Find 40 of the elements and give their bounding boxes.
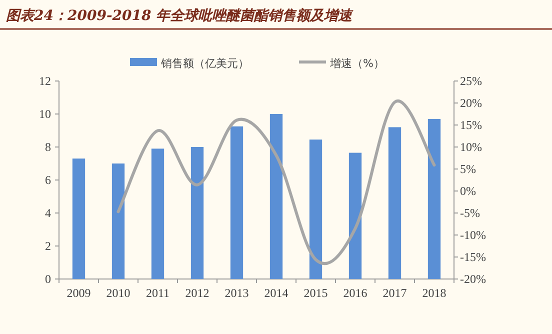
x-tick-label: 2015 [304,286,328,300]
y-tick-label: 2 [45,239,51,253]
y-tick-label: 10 [39,107,51,121]
chart-title: 图表24：2009-2018 年全球吡唑醚菌酯销售额及增速 [6,7,354,24]
y2-tick-label: 25% [460,74,482,88]
y2-tick-label: -15% [460,250,486,264]
y2-tick-label: 5% [460,162,476,176]
legend-label: 销售额（亿美元） [160,57,249,70]
x-tick-label: 2012 [185,286,210,300]
y-tick-label: 6 [45,173,51,187]
y2-tick-label: -5% [460,206,480,220]
y2-tick-label: 15% [460,118,482,132]
legend-label: 增速（%） [329,57,384,70]
y2-tick-label: -20% [460,272,486,286]
x-tick-label: 2016 [343,286,368,300]
y2-tick-label: 10% [460,140,482,154]
y-tick-label: 12 [39,74,51,88]
bar [309,140,322,279]
y2-tick-label: -10% [460,228,486,242]
x-tick-label: 2013 [224,286,249,300]
bar [112,164,125,279]
bar [72,158,86,279]
y-tick-label: 8 [45,140,51,154]
bar [270,114,283,279]
bar [230,126,244,279]
y2-tick-label: 20% [460,96,482,110]
bar [151,148,164,279]
x-tick-label: 2009 [66,286,91,300]
x-tick-label: 2011 [146,286,170,300]
y2-tick-label: 0% [460,184,476,198]
x-tick-label: 2010 [106,286,130,300]
y-tick-label: 4 [45,206,51,220]
x-tick-label: 2017 [382,286,407,300]
x-tick-label: 2014 [264,286,288,300]
x-tick-label: 2018 [422,286,446,300]
bar [190,147,204,279]
bar [388,127,402,279]
bar [348,152,362,279]
bar [428,118,441,279]
y-tick-label: 0 [45,272,51,286]
